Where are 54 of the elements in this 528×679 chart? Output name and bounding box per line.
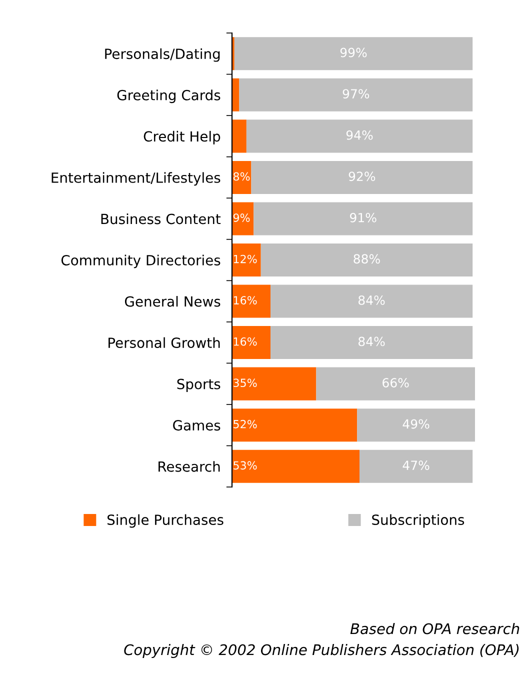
data-label: 53% [234, 461, 257, 470]
bar [232, 284, 270, 318]
bar [232, 408, 358, 442]
bar [232, 120, 246, 153]
y-tick-label: Greeting Cards [117, 90, 220, 104]
text: Copyright © 2002 Online Publishers Association (OPA) [124, 644, 519, 658]
y-tick-label: Personal Growth [108, 337, 220, 348]
y-tick-label: Sports [177, 378, 220, 392]
bar [246, 120, 473, 153]
data-label: 12% [234, 254, 257, 264]
data-label: 9% [233, 214, 250, 222]
y-tick-label: Entertainment/Lifestyles [52, 172, 220, 186]
data-label: 66% [382, 378, 409, 388]
bar [360, 450, 473, 483]
data-label: 91% [350, 212, 376, 222]
bar [316, 367, 475, 400]
bar [232, 450, 360, 483]
y-tick-label: Business Content [101, 213, 221, 224]
data-label: 49% [402, 419, 430, 429]
y-tick-label: Research [158, 461, 220, 472]
bar [254, 202, 473, 236]
bar [251, 160, 473, 194]
bar [270, 284, 473, 318]
data-label: 88% [354, 254, 380, 264]
bar [232, 326, 270, 360]
data-label: 97% [342, 89, 370, 99]
data-label: 16% [234, 296, 257, 304]
y-tick-label: General News [124, 296, 220, 307]
bar [232, 202, 254, 236]
bar [234, 37, 473, 70]
data-label: 99% [340, 48, 367, 58]
bar [270, 326, 473, 360]
legend-label: Single Purchases [108, 514, 224, 528]
data-label: 52% [234, 420, 257, 428]
bar [232, 78, 240, 112]
data-label: 35% [234, 378, 257, 388]
y-tick-label: Games [173, 420, 220, 431]
data-label: 84% [358, 295, 385, 305]
bar [232, 367, 316, 400]
data-label: 84% [358, 336, 385, 346]
data-label: 94% [346, 130, 373, 140]
bar [357, 408, 475, 442]
data-label: 47% [402, 460, 430, 470]
data-label: 92% [348, 172, 376, 182]
bar [239, 78, 473, 112]
text: Based on OPA research [350, 622, 520, 634]
bar [232, 243, 261, 277]
y-tick-label: Personals/Dating [105, 48, 220, 62]
data-label: 16% [234, 337, 257, 346]
data-label: 8% [233, 172, 250, 181]
y-tick-label: Credit Help [144, 130, 220, 144]
legend-label: Subscriptions [372, 514, 464, 528]
y-tick-label: Community Directories [61, 254, 220, 268]
bar [260, 243, 473, 277]
